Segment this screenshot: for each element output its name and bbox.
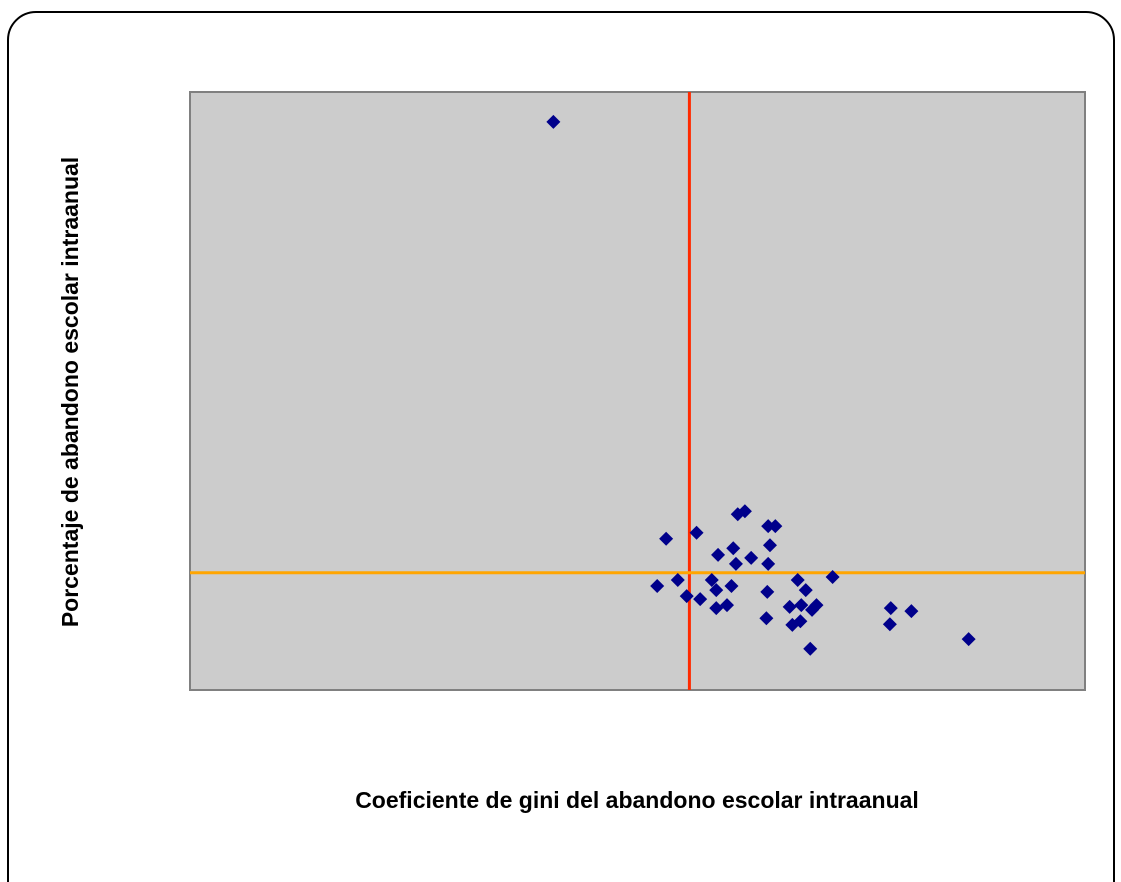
point bbox=[659, 531, 674, 546]
point bbox=[693, 592, 708, 607]
point bbox=[670, 572, 685, 587]
x-axis-label: Coeficiente de gini del abandono escolar… bbox=[355, 787, 919, 813]
point bbox=[803, 641, 818, 656]
point bbox=[720, 598, 734, 613]
point bbox=[825, 569, 840, 584]
point bbox=[726, 541, 741, 556]
plot-area bbox=[189, 91, 1086, 691]
point bbox=[904, 604, 919, 619]
point bbox=[793, 614, 808, 629]
point bbox=[704, 572, 719, 587]
point bbox=[737, 504, 752, 519]
point bbox=[650, 578, 665, 593]
point bbox=[961, 632, 976, 647]
point bbox=[809, 598, 824, 613]
point bbox=[724, 578, 739, 593]
point bbox=[798, 583, 813, 598]
point bbox=[761, 556, 776, 571]
point bbox=[711, 547, 726, 562]
point bbox=[883, 601, 898, 616]
point bbox=[709, 601, 724, 616]
point bbox=[679, 589, 694, 604]
point bbox=[794, 598, 809, 613]
point bbox=[759, 611, 774, 626]
point bbox=[761, 519, 776, 534]
point bbox=[768, 519, 783, 534]
point bbox=[762, 538, 777, 553]
point bbox=[760, 584, 775, 599]
point bbox=[728, 556, 743, 571]
point bbox=[744, 550, 759, 565]
point bbox=[546, 114, 561, 129]
point bbox=[790, 572, 805, 587]
point bbox=[882, 617, 897, 632]
point bbox=[782, 599, 797, 614]
point bbox=[709, 583, 724, 598]
y-axis-label: Porcentaje de abandono escolar intraanua… bbox=[57, 157, 83, 627]
point bbox=[689, 525, 704, 540]
